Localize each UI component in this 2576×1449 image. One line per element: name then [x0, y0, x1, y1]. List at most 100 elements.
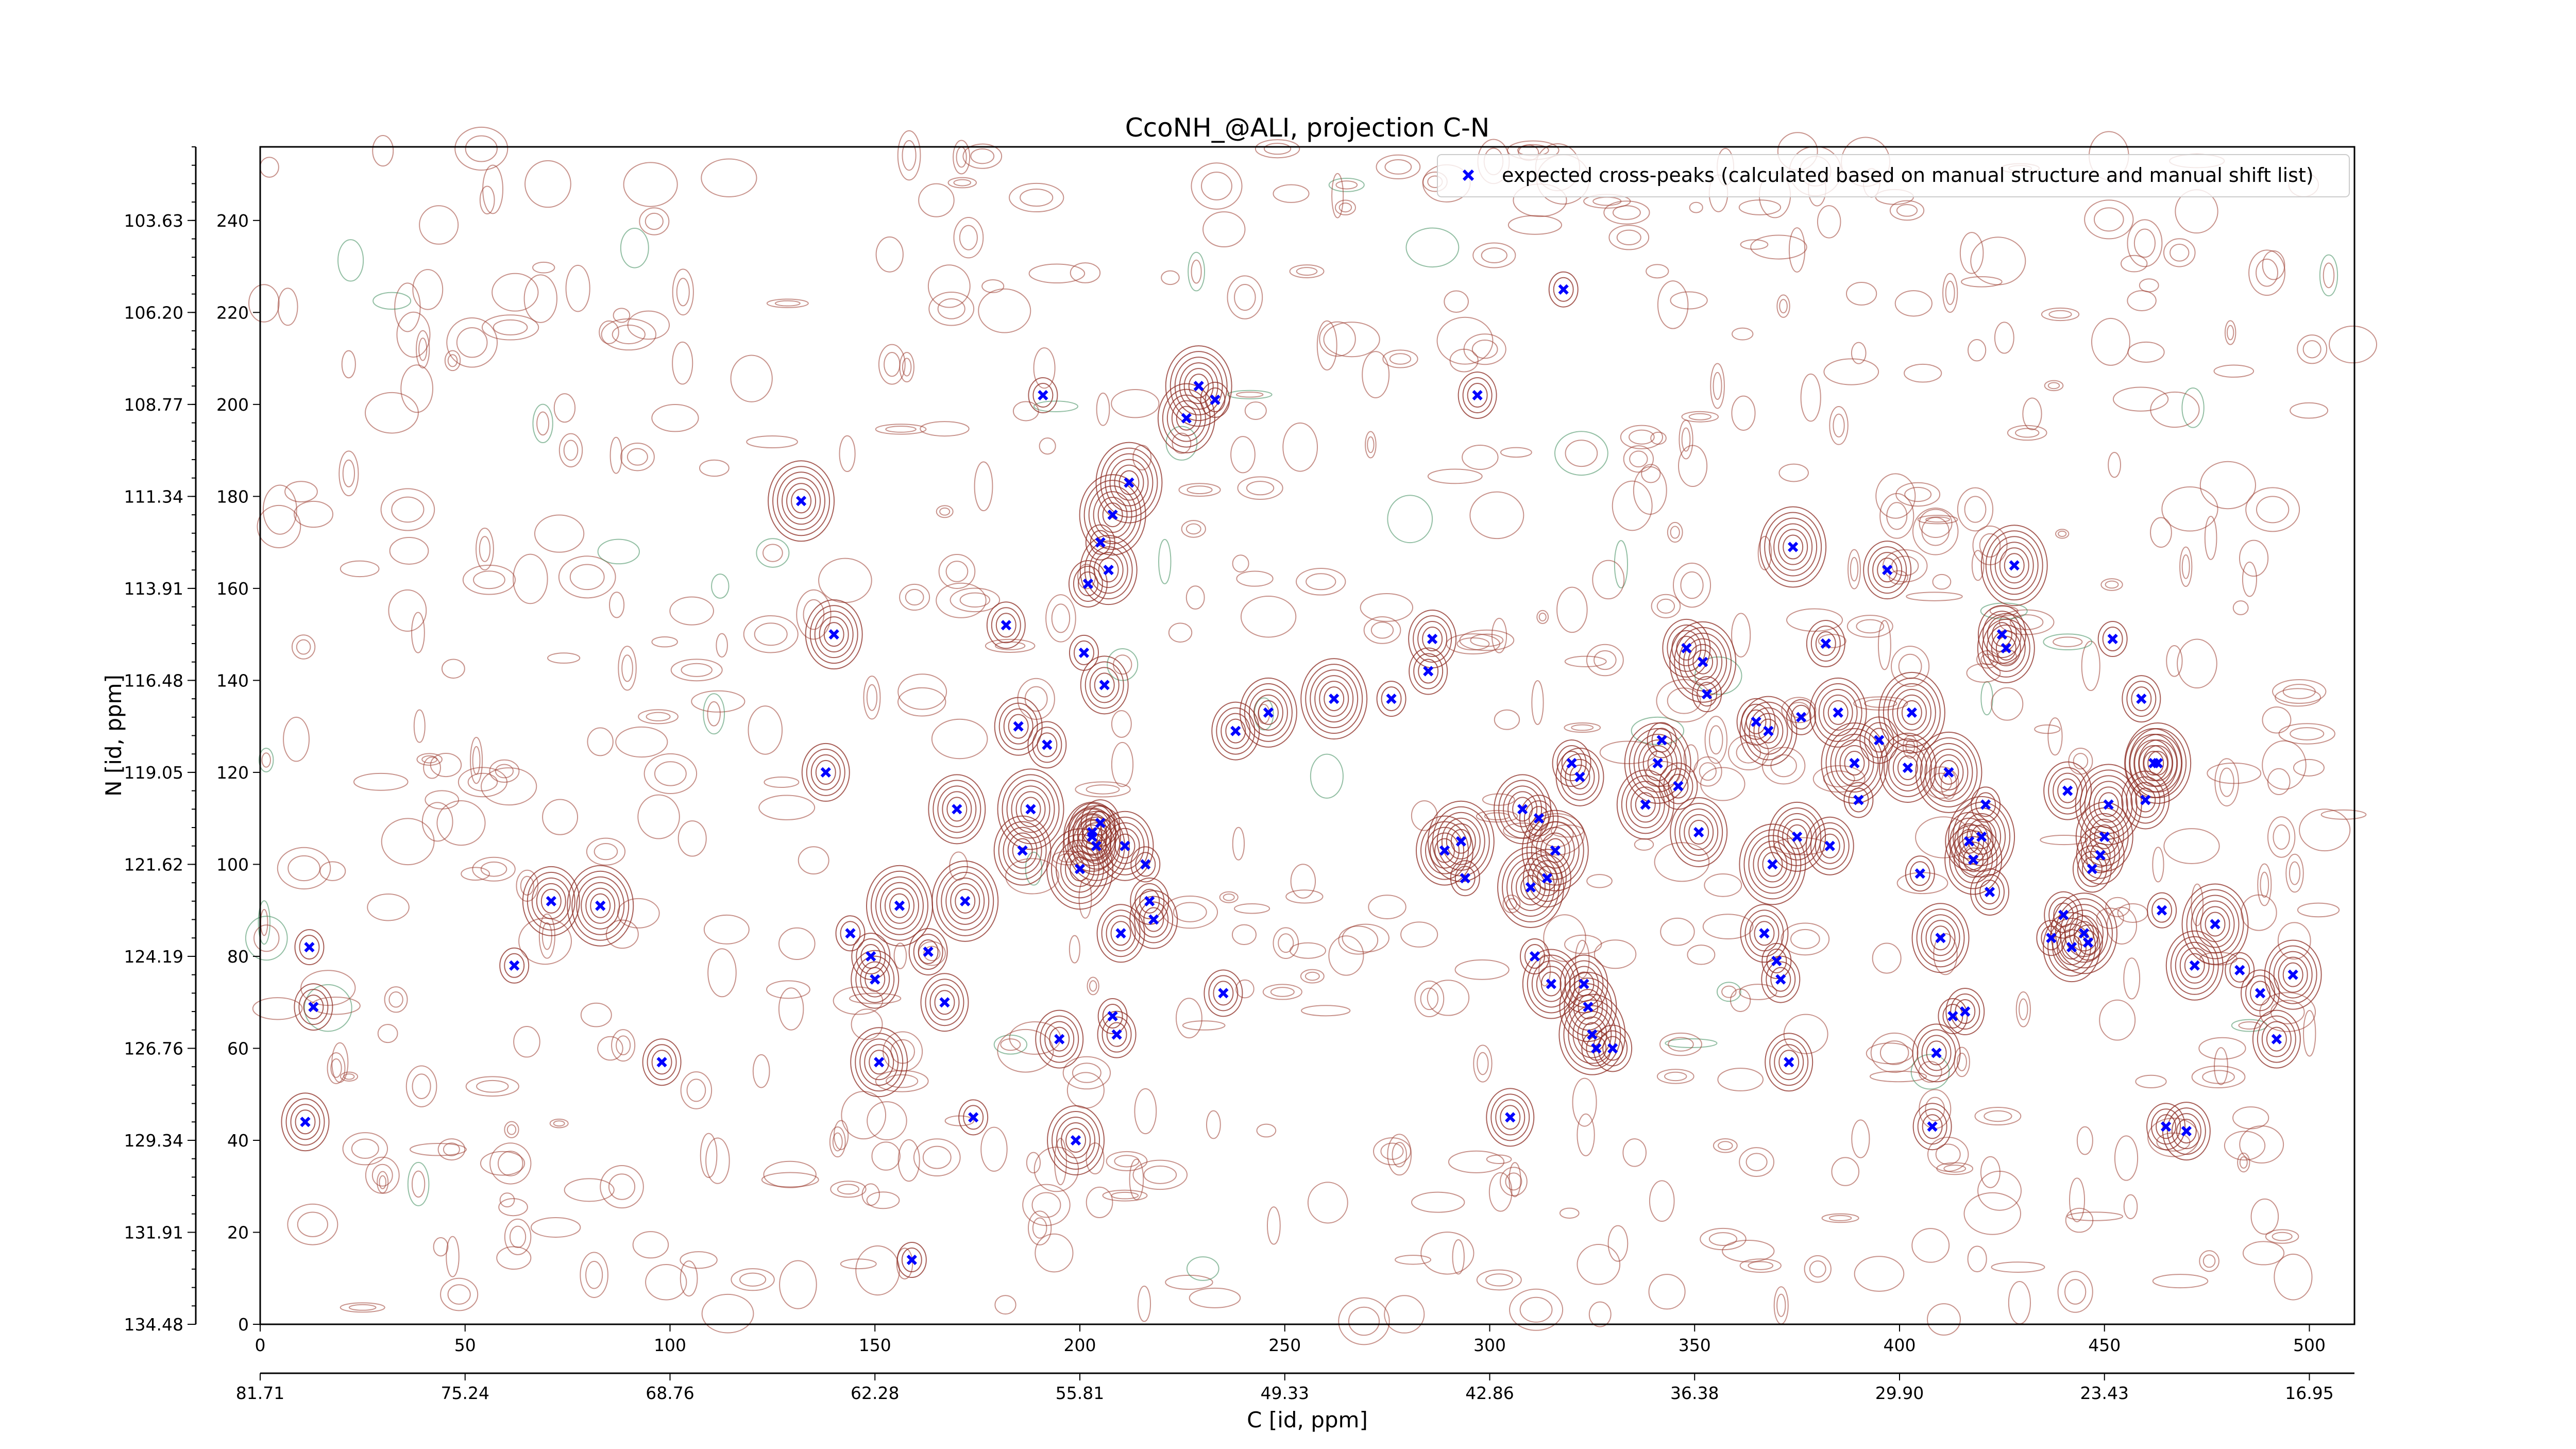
peak-contour: [2205, 912, 2226, 937]
peak-contour: [1035, 1009, 1084, 1069]
data-point: [2001, 643, 2011, 654]
peak-contour: [998, 821, 1047, 880]
contour-line: [1875, 473, 1916, 519]
contour-line: [1278, 933, 1294, 953]
contour-line: [549, 1118, 569, 1128]
peak-contour: [1446, 823, 1476, 860]
data-point: [1788, 542, 1799, 552]
contour-line: [2297, 334, 2328, 364]
peak-contour: [1922, 1114, 1943, 1139]
peak-contour: [2151, 1108, 2181, 1145]
peak-contour: [1105, 453, 1154, 512]
contour-line: [766, 298, 809, 308]
contour-line: [1173, 902, 1207, 922]
contour-line: [1779, 299, 1788, 314]
peak-contour: [2069, 915, 2099, 952]
peak-contour: [1118, 470, 1140, 495]
contour-line: [893, 942, 907, 969]
peak-contour: [1950, 993, 1980, 1030]
contour-line: [1994, 322, 2014, 354]
peak-contour: [1536, 966, 1566, 1002]
contour-line: [538, 913, 555, 959]
peak-contour: [1748, 835, 1797, 894]
contour-line: [565, 264, 590, 312]
peak-contour: [901, 1248, 922, 1273]
data-point: [1144, 896, 1155, 906]
peak-contour: [2143, 745, 2173, 782]
contour-line: [564, 1178, 615, 1202]
contour-line: [974, 461, 993, 512]
legend: expected cross-peaks (calculated based o…: [1437, 154, 2350, 197]
contour-line: [1757, 535, 1772, 570]
peak-contour: [1892, 749, 1923, 786]
contour-line: [1027, 1210, 1052, 1245]
contour-line: [504, 1218, 532, 1255]
contour-line: [1656, 598, 1675, 614]
contour-line: [2299, 808, 2351, 852]
contour-line: [1107, 648, 1139, 681]
contour-line: [1111, 710, 1132, 738]
contour-line: [2239, 1156, 2248, 1169]
contour-line: [945, 561, 969, 582]
contour-line: [1172, 432, 1192, 454]
data-point: [1681, 643, 1692, 654]
peak-contour: [567, 865, 634, 947]
contour-line: [1710, 363, 1725, 409]
contour-line: [1659, 1032, 1702, 1056]
x-ppm-tick-label: 16.95: [2285, 1383, 2333, 1403]
data-point: [1505, 1112, 1516, 1123]
data-point: [1525, 882, 1536, 893]
contour-line: [2152, 1274, 2209, 1289]
contour-line: [1894, 290, 1933, 317]
data-point: [1070, 1135, 1081, 1146]
contour-line: [1739, 984, 1777, 1000]
data-point: [1082, 578, 1094, 589]
data-point: [1751, 716, 1761, 727]
peak-contour: [1073, 640, 1094, 665]
contour-line: [818, 558, 872, 603]
peak-contour: [1500, 1105, 1521, 1130]
contour-line: [1365, 431, 1377, 459]
contour-line: [262, 484, 297, 535]
peak-contour: [1869, 728, 1890, 753]
contour-line: [412, 1073, 431, 1100]
contour-line: [1078, 878, 1092, 919]
contour-line: [2259, 992, 2316, 1032]
peak-contour: [1769, 1038, 1809, 1086]
peak-contour: [1253, 694, 1283, 731]
contour-line: [421, 755, 438, 764]
peak-contour: [1007, 832, 1038, 869]
contour-line: [1304, 971, 1320, 981]
contour-line: [980, 1126, 1008, 1172]
contour-line: [1943, 1165, 1967, 1173]
contour-line: [922, 1145, 952, 1169]
contour-line: [1096, 392, 1110, 426]
data-point: [1460, 873, 1470, 884]
contour-line: [699, 459, 730, 477]
contour-line: [2068, 748, 2093, 775]
contour-line: [1718, 1141, 1733, 1151]
contour-line: [1783, 1014, 1828, 1054]
contour-line: [300, 970, 356, 1006]
data-point: [1943, 767, 1954, 778]
contour-line: [1717, 1068, 1764, 1091]
contour-line: [1882, 549, 1928, 583]
peak-contour: [1651, 728, 1672, 753]
contour-line: [1788, 227, 1806, 273]
peak-contour: [1015, 791, 1046, 828]
peak-contour: [1101, 909, 1141, 957]
contour-line: [707, 948, 737, 998]
peak-contour: [991, 607, 1021, 644]
peak-contour: [1868, 546, 1907, 594]
peak-contour: [1090, 530, 1111, 555]
peak-contour: [1979, 879, 2001, 904]
contour-line: [259, 157, 279, 178]
peak-contour: [1930, 925, 1951, 951]
contour-line: [1651, 594, 1681, 618]
contour-line: [1009, 182, 1064, 213]
contour-line: [739, 1272, 767, 1287]
peak-contour: [1467, 382, 1488, 408]
contour-line: [1338, 925, 1379, 955]
data-point: [1874, 735, 1885, 746]
contour-line: [348, 1304, 377, 1311]
